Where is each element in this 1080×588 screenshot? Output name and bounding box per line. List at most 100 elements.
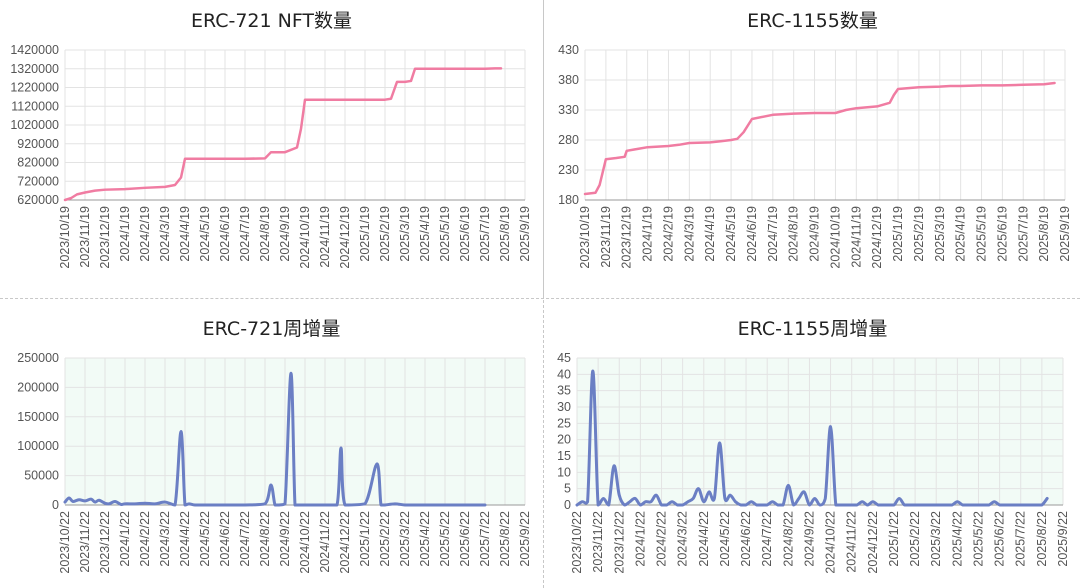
y-tick-label: 720000 [17,174,59,188]
x-tick-label: 2024/4/22 [697,511,711,567]
x-tick-label: 2025/6/19 [458,206,472,262]
y-tick-label: 50000 [24,469,59,483]
y-tick-label: 25 [557,416,571,430]
y-tick-label: 280 [558,133,579,147]
x-tick-label: 2024/11/19 [318,206,332,268]
x-tick-label: 2025/4/19 [954,206,968,262]
x-tick-label: 2025/1/19 [891,206,905,262]
x-tick-label: 2025/8/22 [1035,511,1049,567]
x-tick-label: 2025/2/19 [378,206,392,262]
x-tick-label: 2025/3/22 [929,511,943,567]
x-tick-label: 2023/11/22 [591,511,605,573]
x-tick-label: 2024/1/22 [118,511,132,567]
chart-svg: 0 5 10 15 20 25 30 35 40 45 2023/10/22 2023/11/22 20… [557,351,1070,574]
x-tick-label: 2025/6/22 [993,511,1007,567]
y-tick-label: 330 [558,103,579,117]
x-tick-label: 2024/5/22 [718,511,732,567]
x-tick-label: 2025/8/22 [498,511,512,567]
series-line [63,371,487,507]
x-tick-label: 2025/1/22 [358,511,372,567]
y-tick-label: 5 [564,482,571,496]
x-tick-label: 2025/3/19 [398,206,412,262]
y-tick-label: 1420000 [10,43,59,57]
plot-background [577,358,1063,505]
x-tick-label: 2024/12/22 [866,511,880,574]
x-tick-label: 2023/11/19 [599,206,613,268]
x-tick-label: 2025/7/19 [1016,206,1030,262]
series-line [63,67,503,202]
erc721-count-chart: ERC-721 NFT数量 620000 720000 820000 920000 10… [0,0,543,298]
x-tick-label: 2024/10/22 [298,511,312,574]
x-tick-label: 2023/10/19 [58,206,72,269]
series-line [575,369,1049,507]
x-tick-label: 2025/4/22 [418,511,432,567]
y-tick-label: 0 [52,498,59,512]
x-tick-label: 2024/11/22 [845,511,859,573]
x-tick-label: 2024/12/19 [870,206,884,269]
y-tick-label: 100000 [17,439,59,453]
x-tick-label: 2025/5/19 [975,206,989,262]
x-tick-label: 2024/6/22 [739,511,753,567]
x-tick-label: 2024/4/19 [178,206,192,262]
y-tick-label: 430 [558,43,579,57]
x-tick-label: 2023/12/19 [98,206,112,269]
vertical-separator-dashed [543,300,544,588]
x-tick-label: 2024/9/22 [278,511,292,567]
chart-title: ERC-1155数量 [747,10,878,32]
y-tick-label: 35 [557,384,571,398]
y-tick-label: 1120000 [11,99,59,113]
x-tick-label: 2024/5/19 [198,206,212,262]
x-tick-label: 2025/5/19 [438,206,452,262]
x-tick-label: 2025/5/22 [438,511,452,567]
x-tick-label: 2024/8/22 [258,511,272,567]
erc721-weekly-chart: ERC-721周增量 0 50000 100000 150000 200000 25000… [0,306,543,588]
x-tick-label: 2024/2/22 [655,511,669,567]
x-tick-label: 2025/6/22 [458,511,472,567]
x-tick-label: 2024/6/22 [218,511,232,567]
x-tick-label: 2024/6/19 [218,206,232,262]
chart-title: ERC-721 NFT数量 [190,10,353,32]
chart-title: ERC-721周增量 [202,318,341,340]
x-tick-label: 2024/10/19 [828,206,842,269]
x-tick-label: 2024/5/19 [724,206,738,262]
x-tick-label: 2023/11/19 [78,206,92,268]
y-tick-label: 10 [557,465,571,479]
x-tick-label: 2025/4/22 [950,511,964,567]
x-tick-label: 2024/4/22 [178,511,192,567]
x-tick-label: 2023/12/22 [612,511,626,574]
y-tick-label: 0 [564,498,571,512]
x-tick-label: 2024/12/19 [338,206,352,269]
y-tick-label: 180 [558,193,579,207]
x-tick-label: 2023/10/19 [578,206,592,269]
x-tick-label: 2025/2/19 [912,206,926,262]
x-tick-label: 2024/5/22 [198,511,212,567]
x-tick-label: 2024/12/22 [338,511,352,574]
x-tick-label: 2025/5/22 [971,511,985,567]
y-tick-label: 150000 [17,410,59,424]
x-tick-label: 2024/7/19 [238,206,252,262]
x-tick-label: 2023/12/19 [620,206,634,269]
chart-svg: 0 50000 100000 150000 200000 250000 2023/10/22… [17,351,532,574]
x-tick-label: 2024/7/22 [238,511,252,567]
x-tick-label: 2024/8/19 [787,206,801,262]
erc1155-weekly-chart: ERC-1155周增量 0 5 10 15 20 25 30 35 40 45 2023/10/22… [545,306,1080,588]
y-tick-label: 1320000 [10,62,59,76]
y-tick-label: 230 [558,163,579,177]
x-tick-label: 2024/2/19 [138,206,152,262]
y-tick-label: 920000 [17,137,59,151]
x-tick-label: 2025/4/19 [418,206,432,262]
x-tick-label: 2023/10/22 [58,511,72,574]
x-tick-label: 2024/11/19 [849,206,863,268]
x-tick-label: 2025/7/19 [478,206,492,262]
x-tick-label: 2024/10/19 [298,206,312,269]
x-tick-label: 2025/9/22 [1056,511,1070,567]
chart-svg: 620000 720000 820000 920000 1020000 1120000 12… [10,43,532,269]
x-tick-label: 2025/6/19 [995,206,1009,262]
x-tick-label: 2025/7/22 [478,511,492,567]
series-line [583,81,1056,196]
y-tick-label: 20 [557,433,571,447]
x-tick-label: 2025/9/19 [518,206,532,262]
x-tick-label: 2024/6/19 [745,206,759,262]
y-tick-label: 200000 [17,380,59,394]
y-tick-label: 45 [557,351,571,365]
